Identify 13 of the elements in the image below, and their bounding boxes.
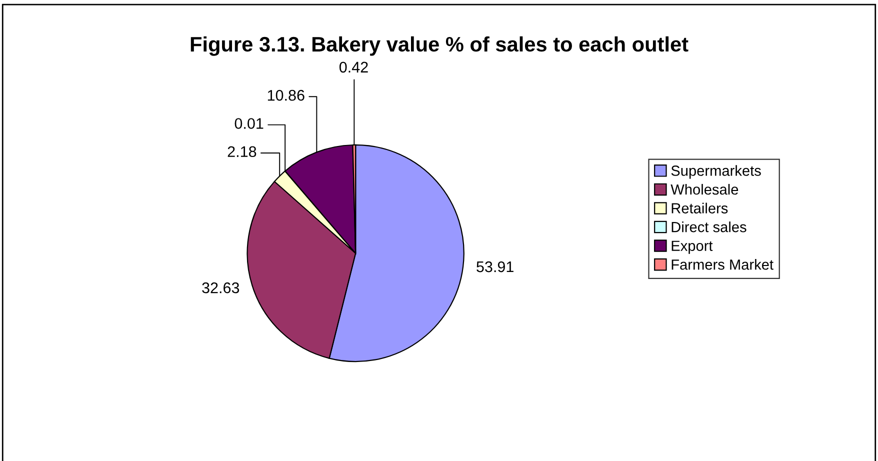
legend-label: Export <box>672 240 713 254</box>
legend-label: Retailers <box>672 202 728 214</box>
data-label: 0.42 <box>339 62 368 73</box>
legend-label: Direct sales <box>672 222 746 232</box>
data-label: 53.91 <box>476 261 514 272</box>
legend-label: Wholesale <box>670 184 738 195</box>
data-label: 0.01 <box>234 118 264 129</box>
data-label: 10.86 <box>268 90 304 101</box>
data-label: 2.18 <box>228 146 256 158</box>
legend-label: Supermarkets <box>671 165 761 179</box>
chart-title: Figure 3.13. Bakery value % of sales to each outlet <box>190 36 688 56</box>
data-label: 32.63 <box>202 282 240 294</box>
legend-label: Farmers Market <box>672 259 774 270</box>
